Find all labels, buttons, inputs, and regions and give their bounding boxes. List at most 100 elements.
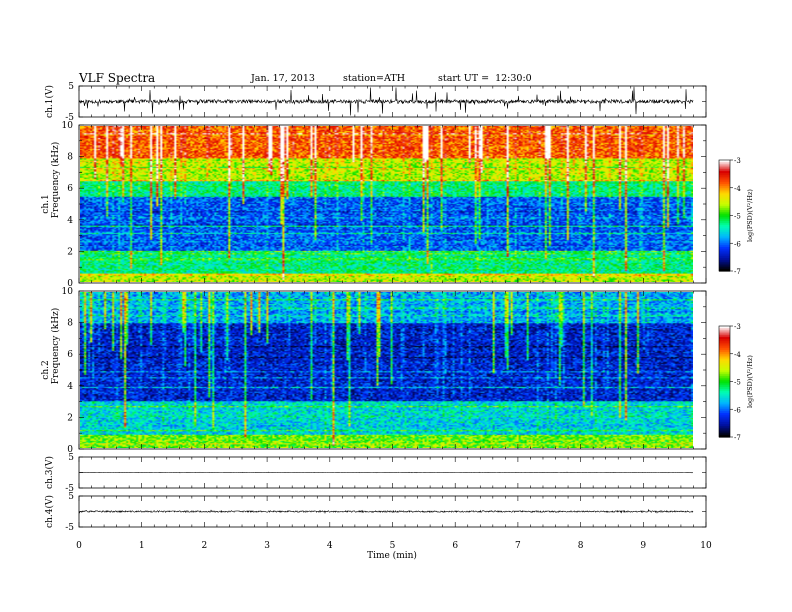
ch2-colorbar-segment [719,431,730,434]
ch2-colorbar-segment [719,364,730,368]
ch3-ytick-bottom: -5 [65,484,74,494]
station-label: station=ATH [343,73,405,84]
ch2-colorbar-segment [719,425,730,429]
ch2-colorbar-segment [719,370,730,373]
ch2-colorbar-segment [719,411,730,414]
ch2-colorbar-tick-label: -4 [734,351,741,359]
ch2-colorbar-segment [719,416,730,420]
ch1-colorbar-segment [719,259,730,263]
ch4-waveform-ylabel: ch.4(V) [44,495,55,528]
ch1-colorbar-segment [719,208,730,211]
ch2-ytick-label: 6 [67,350,73,360]
ch1-colorbar-tick-label: -3 [734,157,741,165]
ch1-colorbar-segment [719,198,730,202]
ch1-colorbar-segment [719,219,730,222]
ch2-colorbar-segment [719,381,730,384]
ch2-colorbar-segment [719,333,730,336]
ch2-ytick-label: 10 [62,287,74,297]
ch1-colorbar-segment [719,204,730,207]
ch1-colorbar-segment [719,217,730,220]
ch2-colorbar-label: log(PSD)(V²/Hz) [746,355,754,408]
ch4-ytick-top: 5 [68,492,74,502]
ch2-colorbar-segment [719,435,730,438]
ch1-spectrogram-ylabel: ch.1 [41,194,51,213]
ch1-colorbar-segment [719,226,730,230]
ch2-colorbar-segment [719,388,730,392]
ch1-colorbar-segment [719,230,730,233]
ch2-colorbar-segment [719,337,730,340]
ch1-colorbar-segment [719,169,730,172]
ch1-spectrogram-panel: 0 2 4 6 8 10 ch.1 Frequency (kHz) [41,121,707,289]
ch1-ytick-label: 10 [62,121,74,131]
ch1-colorbar-segment [719,213,730,217]
ch1-ytick-label: 2 [67,247,73,257]
ch2-colorbar-segment [719,383,730,386]
ch1-colorbar-segment [719,174,730,178]
ch1-colorbar-segment [719,265,730,268]
ch2-colorbar-segment [719,398,730,401]
ch2-colorbar-segment [719,394,730,397]
ch2-colorbar-segment [719,405,730,408]
ch2-colorbar-segment [719,387,730,390]
ch1-colorbar-segment [719,182,730,185]
ch1-colorbar-segment [719,239,730,242]
ch1-colorbar-segment [719,228,730,231]
x-tick-label: 1 [139,541,145,551]
ch1-ytick-label: 4 [67,216,73,226]
x-tick-label: 10 [700,541,712,551]
ch1-colorbar-segment [719,209,730,213]
ch3-waveform-ticks [78,456,707,489]
date-label: Jan. 17, 2013 [251,73,315,84]
ch1-colorbar-segment [719,222,730,226]
ch1-colorbar-segment [719,232,730,235]
ch1-frequency-label: Frequency (kHz) [50,142,61,219]
ch1-colorbar-label: log(PSD)(V²/Hz) [746,189,754,242]
ch1-colorbar-segment [719,163,730,167]
ch2-frequency-label: Frequency (kHz) [50,308,61,385]
ch1-colorbar-segment [719,246,730,250]
ch4-waveform-panel: 5 -5 ch.4(V) [44,492,707,533]
ch2-colorbar-segment [719,401,730,405]
ch1-colorbar-segment [719,252,730,255]
ch4-ytick-bottom: -5 [65,523,74,533]
ch2-colorbar-segment [719,385,730,388]
ch1-colorbar-segment [719,178,730,181]
ch1-colorbar-segment [719,189,730,193]
ch2-colorbar-segment [719,400,730,403]
ch1-colorbar-segment [719,243,730,246]
ch2-colorbar-segment [719,429,730,433]
ch2-colorbar-segment [719,359,730,362]
ch1-waveform-panel: 5 -5 ch.1(V) [44,82,707,123]
ch2-colorbar-segment [719,427,730,431]
ch1-colorbar-segment [719,197,730,200]
ch2-colorbar-segment [719,351,730,355]
ch1-colorbar-segment [719,267,730,270]
ch2-colorbar-segment [719,424,730,427]
ch2-colorbar-segment [719,342,730,346]
ch1-colorbar-segment [719,235,730,239]
ch1-colorbar-segment [719,241,730,244]
ch1-colorbar-tick-label: -7 [734,268,741,276]
ch1-colorbar-segment [719,261,730,265]
ch2-colorbar-segment [719,412,730,416]
ch2-colorbar-segment [719,350,730,353]
ch3-waveform-ylabel: ch.3(V) [44,456,55,489]
ch2-ytick-label: 8 [67,319,73,329]
x-tick-label: 9 [640,541,646,551]
ch2-colorbar-segment [719,392,730,396]
ch1-colorbar: -3 -4 -5 -6 -7 log(PSD)(V²/Hz) [718,157,754,276]
ch2-colorbar: -3 -4 -5 -6 -7 log(PSD)(V²/Hz) [718,323,754,442]
ch2-colorbar-segment [719,368,730,371]
ch1-colorbar-segment [719,221,730,224]
ch1-ytick-bottom: -5 [65,113,74,123]
ch1-colorbar-segment [719,248,730,252]
ch1-colorbar-segment [719,172,730,176]
ch1-ytick-top: 5 [68,82,74,92]
ch1-colorbar-segment [719,202,730,205]
ch2-colorbar-segment [719,409,730,412]
ch1-colorbar-segment [719,195,730,198]
ch1-colorbar-segment [719,171,730,174]
ch2-colorbar-segment [719,375,730,379]
ch2-colorbar-segment [719,327,730,331]
